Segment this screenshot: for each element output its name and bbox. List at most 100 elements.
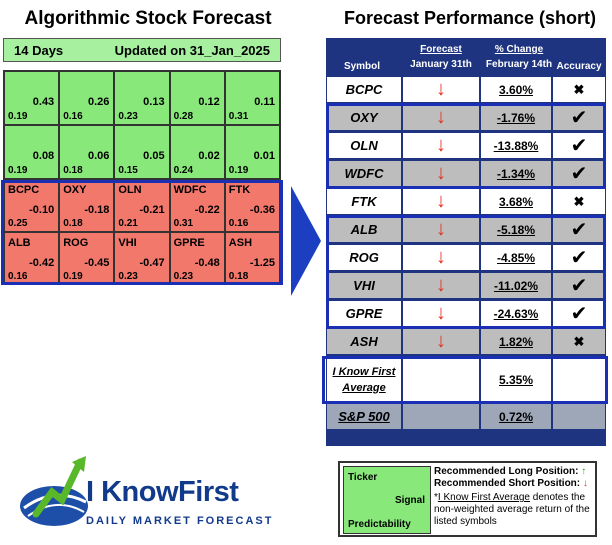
legend-text: Recommended Long Position: ↑ Recommended… <box>434 466 594 528</box>
cell-predictability: 0.23 <box>118 111 138 122</box>
row-accuracy: ✔ <box>553 273 605 298</box>
down-arrow-icon: ↓ <box>436 246 446 268</box>
table-row: ROG ↓ -4.85% ✔ <box>326 244 606 270</box>
row-symbol: BCPC <box>327 77 401 102</box>
heatmap-cell: 0.11 0.31 <box>224 71 280 125</box>
short-arrow-icon: ↓ <box>582 478 588 489</box>
down-arrow-icon: ↓ <box>436 162 446 184</box>
down-arrow-icon: ↓ <box>436 274 446 296</box>
cell-signal: -0.10 <box>29 204 55 216</box>
cell-ticker: OXY <box>63 184 87 196</box>
sp500-label: S&P 500 <box>327 404 401 429</box>
legend-ticker: Ticker <box>348 472 378 483</box>
heatmap-cell: ALB -0.42 0.16 <box>4 232 60 285</box>
cell-signal: -0.47 <box>139 257 165 269</box>
header-change-top: % Change <box>494 44 544 55</box>
cell-signal: -0.42 <box>29 257 55 269</box>
cell-predictability: 0.19 <box>228 165 249 176</box>
down-arrow-icon: ↓ <box>436 218 446 240</box>
row-symbol: ASH <box>327 329 401 354</box>
row-forecast: ↓ <box>403 301 479 326</box>
heatmap-cell: WDFC -0.22 0.31 <box>169 179 225 232</box>
cell-signal: -0.21 <box>139 204 165 216</box>
legend-note-rest: denotes the non-weighted average return … <box>434 492 590 527</box>
legend-sample-cell: Ticker Signal Predictability <box>343 466 431 534</box>
long-arrow-icon: ↑ <box>581 466 587 477</box>
short-selection-box <box>1 180 283 285</box>
row-change: 3.60% <box>481 77 551 102</box>
average-row: I Know First Average 5.35% <box>326 356 606 402</box>
heatmap-cell: 0.43 0.19 <box>4 71 60 125</box>
header-change: % Change February 14th <box>482 44 556 70</box>
table-row: ALB ↓ -5.18% ✔ <box>326 216 606 242</box>
check-icon: ✔ <box>570 135 588 157</box>
iknowfirst-logo-icon <box>20 456 88 526</box>
period-header: 14 Days Updated on 31_Jan_2025 <box>3 38 281 62</box>
heatmap-cell: 0.06 0.18 <box>59 125 115 179</box>
row-symbol: GPRE <box>327 301 401 326</box>
row-accuracy: ✔ <box>553 301 605 326</box>
cell-signal: 0.12 <box>198 96 220 108</box>
cross-icon: ✖ <box>573 193 585 209</box>
heatmap-cell: 0.08 0.19 <box>4 125 60 179</box>
row-change: -4.85% <box>481 245 551 270</box>
cell-signal: -0.45 <box>84 257 110 269</box>
row-symbol: ALB <box>327 217 401 242</box>
cell-predictability: 0.16 <box>228 218 249 229</box>
cell-predictability: 0.16 <box>8 271 28 282</box>
heatmap-cell: BCPC -0.10 0.25 <box>4 179 60 232</box>
sp500-row: S&P 500 0.72% <box>326 403 606 429</box>
down-arrow-icon: ↓ <box>436 190 446 212</box>
legend-note-star: * <box>434 492 438 503</box>
forecast-heatmap: 0.43 0.19 0.26 0.16 0.13 0.23 0.12 0.28 0.11 0.31… <box>3 70 281 285</box>
cell-predictability: 0.15 <box>118 165 138 176</box>
row-forecast: ↓ <box>403 273 479 298</box>
cell-signal: 0.43 <box>32 96 55 108</box>
cell-predictability: 0.19 <box>8 111 28 122</box>
average-forecast <box>403 357 479 402</box>
heatmap-cell: 0.02 0.24 <box>169 125 225 179</box>
row-accuracy: ✔ <box>553 133 605 158</box>
down-arrow-icon: ↓ <box>436 106 446 128</box>
average-label-line2: Average <box>342 381 386 394</box>
check-icon: ✔ <box>570 247 588 269</box>
average-label-line1: I Know First <box>332 365 396 378</box>
cell-signal: 0.01 <box>253 150 275 162</box>
row-forecast: ↓ <box>403 133 479 158</box>
legend-short: Recommended Short Position: <box>434 478 581 489</box>
row-forecast: ↓ <box>403 217 479 242</box>
row-accuracy: ✖ <box>553 329 605 354</box>
check-icon: ✔ <box>570 219 588 241</box>
row-forecast: ↓ <box>403 329 479 354</box>
cell-predictability: 0.16 <box>63 111 83 122</box>
row-change: -24.63% <box>481 301 551 326</box>
header-symbol: Symbol <box>343 61 381 72</box>
legend-note-link[interactable]: I Know First Average <box>437 492 530 503</box>
right-title: Forecast Performance (short) <box>343 8 597 28</box>
cell-signal: -0.22 <box>194 204 220 216</box>
table-row: OLN ↓ -13.88% ✔ <box>326 132 606 158</box>
table-row: OXY ↓ -1.76% ✔ <box>326 104 606 130</box>
average-change: 5.35% <box>481 357 551 402</box>
row-symbol: FTK <box>327 189 401 214</box>
cell-predictability: 0.25 <box>8 218 28 229</box>
row-change: 3.68% <box>481 189 551 214</box>
legend-long: Recommended Long Position: <box>434 466 579 477</box>
down-arrow-icon: ↓ <box>436 134 446 156</box>
cell-predictability: 0.18 <box>63 218 83 229</box>
row-forecast: ↓ <box>403 77 479 102</box>
cell-signal: 0.13 <box>143 96 165 108</box>
cell-ticker: VHI <box>118 237 137 249</box>
row-change: -5.18% <box>481 217 551 242</box>
cell-ticker: FTK <box>228 184 251 196</box>
cell-ticker: BCPC <box>8 184 40 196</box>
heatmap-cell: FTK -0.36 0.16 <box>224 179 280 232</box>
sp500-forecast <box>403 404 479 429</box>
cell-signal: -0.36 <box>249 204 275 216</box>
highlight-group-1 <box>326 103 606 189</box>
heatmap-cell: ROG -0.45 0.19 <box>59 232 115 285</box>
table-row: BCPC ↓ 3.60% ✖ <box>326 76 606 102</box>
cell-ticker: OLN <box>118 184 142 196</box>
heatmap-cell: 0.12 0.28 <box>169 71 225 125</box>
row-change: -11.02% <box>481 273 551 298</box>
